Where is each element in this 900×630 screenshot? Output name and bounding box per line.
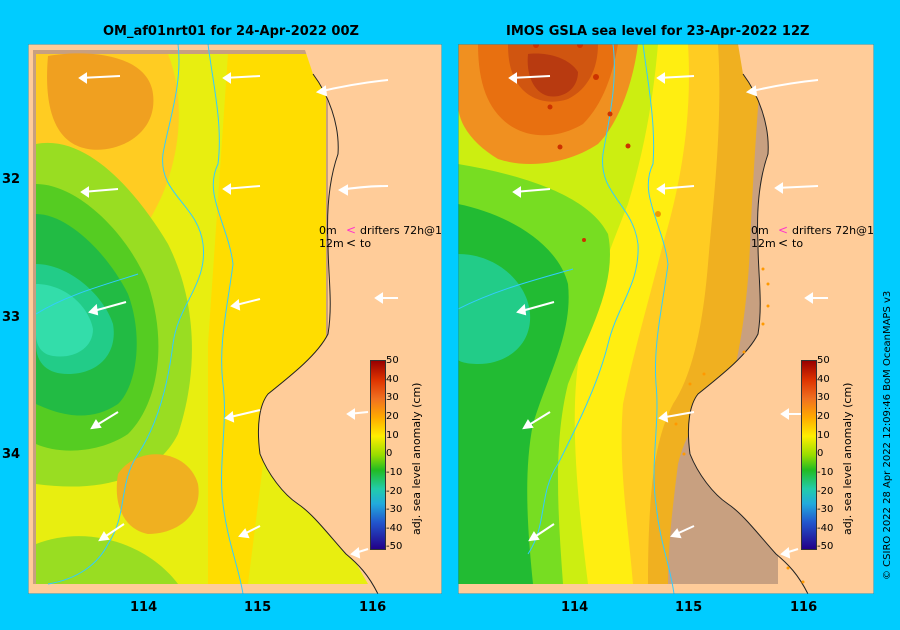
colorbar-tick: 10 bbox=[386, 430, 399, 441]
drifter-legend: 0m < drifters 72h@12h 12m < to bbox=[319, 223, 442, 250]
longitude-label-115: 115 bbox=[675, 600, 703, 615]
right-colorbar bbox=[801, 360, 817, 550]
colorbar-title: adj. sea level anomaly (cm) bbox=[841, 382, 854, 535]
longitude-label-116: 116 bbox=[359, 600, 387, 615]
colorbar-tick: 30 bbox=[386, 392, 399, 403]
colorbar-tick: -40 bbox=[386, 523, 403, 534]
right-map-panel: 0m < drifters 72h@12h 12m < to bbox=[458, 44, 874, 594]
longitude-label-114: 114 bbox=[561, 600, 589, 615]
colorbar-tick: -40 bbox=[817, 523, 834, 534]
colorbar-tick: 50 bbox=[817, 355, 830, 366]
colorbar-tick: -10 bbox=[386, 467, 403, 478]
current-arrows bbox=[78, 72, 398, 559]
colorbar-tick: 40 bbox=[386, 374, 399, 385]
colorbar-tick: 40 bbox=[817, 374, 830, 385]
land-area bbox=[258, 44, 442, 594]
coastline bbox=[687, 73, 809, 594]
left-panel-title: OM_af01nrt01 for 24-Apr-2022 00Z bbox=[103, 24, 359, 39]
colorbar-tick: 20 bbox=[817, 411, 830, 422]
bathymetry-contour-2 bbox=[207, 44, 244, 594]
bathymetry-contour-1 bbox=[527, 44, 639, 555]
legend-depth-0m: 0m bbox=[319, 224, 337, 237]
svg-text:<: < bbox=[346, 223, 356, 237]
land-area bbox=[688, 44, 874, 594]
legend-depth-12m: 12m bbox=[319, 237, 344, 250]
svg-text:<: < bbox=[346, 236, 356, 250]
colorbar-tick: 50 bbox=[386, 355, 399, 366]
credit-text: © CSIRO 2022 28 Apr 2022 12:09:46 BoM Oc… bbox=[882, 290, 893, 580]
legend-drifters-label: drifters 72h@12h bbox=[360, 224, 442, 237]
legend-depth-12m: 12m bbox=[751, 237, 776, 250]
legend-depth-0m: 0m bbox=[751, 224, 769, 237]
left-map-panel: 0m < drifters 72h@12h 12m < to bbox=[28, 44, 442, 594]
colorbar-tick: -30 bbox=[817, 504, 834, 515]
colorbar-tick: -50 bbox=[386, 541, 403, 552]
colorbar-tick: 20 bbox=[386, 411, 399, 422]
longitude-label-114: 114 bbox=[130, 600, 158, 615]
legend-drifters-label: drifters 72h@12h bbox=[792, 224, 874, 237]
high-anomaly-eddy bbox=[47, 53, 154, 150]
bathymetry-contour-1 bbox=[47, 44, 205, 585]
current-arrows bbox=[508, 72, 828, 559]
latitude-label-32: 32 bbox=[2, 172, 21, 187]
longitude-label-116: 116 bbox=[790, 600, 818, 615]
colorbar-tick: -10 bbox=[817, 467, 834, 478]
latitude-label-33: 33 bbox=[2, 310, 21, 325]
svg-text:<: < bbox=[778, 236, 788, 250]
colorbar-tick: 30 bbox=[817, 392, 830, 403]
colorbar-tick: 0 bbox=[386, 448, 393, 459]
bathymetry-contour-2 bbox=[642, 44, 675, 594]
colorbar-tick: -20 bbox=[386, 486, 403, 497]
colorbar-title: adj. sea level anomaly (cm) bbox=[410, 382, 423, 535]
right-panel-title: IMOS GSLA sea level for 23-Apr-2022 12Z bbox=[506, 24, 810, 39]
colorbar-tick: 10 bbox=[817, 430, 830, 441]
legend-to-label: to bbox=[792, 237, 803, 250]
drifter-positions bbox=[533, 44, 805, 584]
colorbar-tick: -20 bbox=[817, 486, 834, 497]
colorbar-tick: -30 bbox=[386, 504, 403, 515]
longitude-label-115: 115 bbox=[244, 600, 272, 615]
svg-text:<: < bbox=[778, 223, 788, 237]
drifter-legend: 0m < drifters 72h@12h 12m < to bbox=[751, 223, 874, 250]
high-anomaly-eddy bbox=[527, 53, 578, 97]
left-colorbar bbox=[370, 360, 386, 550]
colorbar-tick: -50 bbox=[817, 541, 834, 552]
latitude-label-34: 34 bbox=[2, 447, 21, 462]
colorbar-tick: 0 bbox=[817, 448, 824, 459]
legend-to-label: to bbox=[360, 237, 371, 250]
coastline bbox=[257, 73, 379, 594]
